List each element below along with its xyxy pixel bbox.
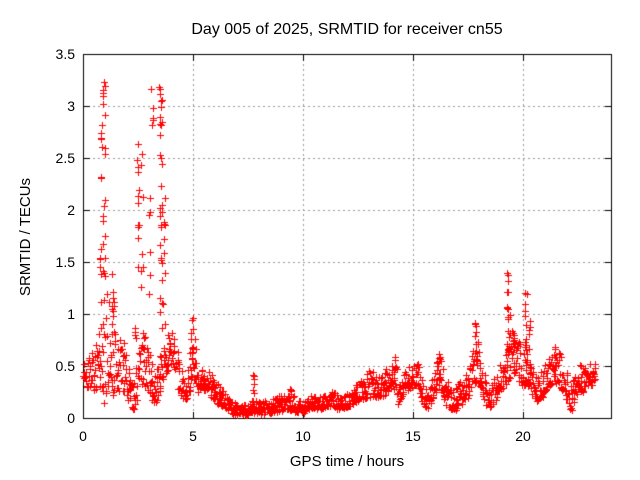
y-tick-label: 0: [67, 410, 75, 426]
x-tick-label: 15: [405, 428, 421, 444]
y-tick-label: 0.5: [55, 358, 75, 374]
y-tick-label: 3.5: [55, 46, 75, 62]
x-tick-label: 10: [295, 428, 311, 444]
chart-title: Day 005 of 2025, SRMTID for receiver cn5…: [191, 21, 503, 38]
y-tick-label: 2: [67, 202, 75, 218]
x-tick-label: 0: [79, 428, 87, 444]
y-tick-label: 3: [67, 98, 75, 114]
x-tick-label: 5: [189, 428, 197, 444]
x-axis-label: GPS time / hours: [289, 453, 405, 470]
y-tick-label: 1: [67, 306, 75, 322]
x-tick-label: 20: [515, 428, 531, 444]
y-tick-label: 2.5: [55, 150, 75, 166]
y-tick-label: 1.5: [55, 254, 75, 270]
